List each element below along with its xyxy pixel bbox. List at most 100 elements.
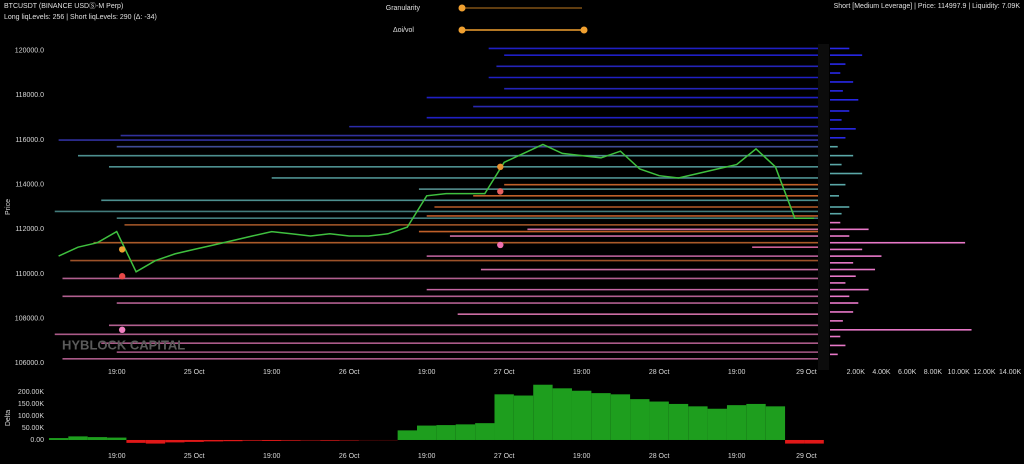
liquidity-bar bbox=[830, 206, 850, 208]
liquidity-bar bbox=[830, 288, 869, 291]
delta-bar bbox=[242, 439, 263, 441]
marker bbox=[118, 326, 126, 334]
liquidity-bar bbox=[830, 47, 850, 50]
plots: 106000.0 108000.0 110000.0 112000.0 114000.0… bbox=[5, 48, 1022, 460]
x-tick-label: 19:00 bbox=[263, 369, 281, 376]
x-tick-label: 25 Oct bbox=[184, 453, 205, 460]
delta-bar bbox=[126, 439, 146, 443]
x-tick-label: 19:00 bbox=[573, 453, 591, 460]
x-tick-label: 10.00K bbox=[948, 369, 971, 376]
granularity-knob[interactable] bbox=[458, 4, 466, 12]
liquidity-bar bbox=[830, 295, 850, 298]
liquidity-bar bbox=[830, 241, 966, 244]
x-tick-label: 27 Oct bbox=[494, 453, 515, 460]
x-tick-label: 8.00K bbox=[924, 369, 943, 376]
liquidity-bar bbox=[830, 72, 841, 74]
delta-bar bbox=[533, 384, 553, 440]
liquidity-bar bbox=[830, 81, 854, 83]
y-axis-label: Price bbox=[5, 199, 12, 215]
delta-bar bbox=[804, 439, 824, 444]
liquidity-bar bbox=[830, 195, 840, 197]
y-tick-label: 0.00 bbox=[30, 437, 44, 444]
y-axis-label: Delta bbox=[5, 410, 12, 426]
liquidity-bar bbox=[830, 221, 841, 224]
delta-bar bbox=[707, 408, 727, 440]
liquidity-bar bbox=[830, 128, 856, 130]
x-tick-label: 19:00 bbox=[728, 369, 746, 376]
delta-oi-vol-knob[interactable] bbox=[458, 26, 466, 34]
liquidity-bar bbox=[830, 63, 846, 65]
delta-bar bbox=[107, 437, 127, 440]
x-tick-label: 29 Oct bbox=[796, 453, 817, 460]
x-tick-label: 19:00 bbox=[108, 453, 126, 460]
liquidity-bar bbox=[830, 136, 846, 139]
liquidity-bar bbox=[830, 344, 846, 347]
x-tick-label: 19:00 bbox=[728, 453, 746, 460]
delta-bar bbox=[262, 439, 282, 441]
x-tick-label: 27 Oct bbox=[494, 369, 515, 376]
x-tick-label: 2.00K bbox=[847, 369, 866, 376]
status: Short [Medium Leverage] | Price: 114997.… bbox=[834, 3, 1021, 10]
delta-bar bbox=[668, 403, 689, 440]
delta-bar bbox=[203, 439, 224, 442]
liquidity-bar bbox=[830, 320, 843, 322]
liquidity-bar bbox=[830, 228, 869, 231]
delta-bar bbox=[223, 439, 243, 442]
x-tick-label: 4.00K bbox=[872, 369, 891, 376]
delta-bar bbox=[610, 394, 631, 440]
liquidity-bar bbox=[830, 90, 843, 92]
delta-bar bbox=[649, 401, 669, 440]
y-tick-label: 200.00K bbox=[18, 389, 44, 396]
levels-summary: Long liqLevels: 256 | Short liqLevels: 2… bbox=[4, 14, 157, 21]
y-tick-label: 50.00K bbox=[22, 425, 45, 432]
delta-bar bbox=[688, 406, 708, 440]
delta-bar bbox=[417, 425, 437, 440]
delta-bar bbox=[48, 438, 69, 440]
delta-bar bbox=[87, 437, 108, 440]
y-tick-label: 114000.0 bbox=[15, 182, 44, 189]
marker bbox=[497, 163, 504, 171]
x-tick-label: 25 Oct bbox=[184, 369, 205, 376]
marker bbox=[497, 241, 504, 249]
delta-bar bbox=[281, 439, 301, 441]
delta-bar bbox=[630, 399, 650, 440]
y-tick-label: 112000.0 bbox=[15, 226, 44, 233]
y-tick-label: 118000.0 bbox=[15, 92, 44, 99]
delta-bar bbox=[475, 423, 495, 440]
x-tick-label: 19:00 bbox=[573, 369, 591, 376]
delta-bar bbox=[746, 403, 766, 440]
symbol: BTCUSDT (BINANCE USDⓈ-M Perp) bbox=[4, 2, 123, 10]
delta-bar bbox=[145, 439, 166, 444]
granularity-label: Granularity bbox=[386, 5, 421, 12]
delta-bar bbox=[165, 439, 185, 443]
liquidity-bar bbox=[830, 99, 859, 101]
x-tick-label: 28 Oct bbox=[649, 453, 670, 460]
delta-bar bbox=[785, 439, 805, 444]
delta-bar bbox=[184, 439, 204, 442]
y-tick-label: 120000.0 bbox=[15, 48, 44, 55]
liquidity-bar bbox=[830, 275, 856, 278]
x-tick-label: 6.00K bbox=[898, 369, 917, 376]
x-tick-label: 19:00 bbox=[418, 453, 436, 460]
price-line bbox=[58, 143, 815, 273]
y-tick-label: 108000.0 bbox=[15, 315, 44, 322]
delta-bar bbox=[436, 425, 456, 440]
liquidity-bar bbox=[830, 212, 842, 215]
delta-bar bbox=[455, 424, 476, 440]
liquidity-bar bbox=[830, 183, 846, 186]
y-tick-label: 150.00K bbox=[18, 401, 44, 408]
x-tick-label: 26 Oct bbox=[339, 369, 360, 376]
liquidity-bar bbox=[830, 335, 841, 338]
watermark: HYBLOCK CAPITAL bbox=[62, 337, 185, 352]
liquidity-bar bbox=[830, 172, 863, 175]
liquidity-bar bbox=[830, 235, 850, 237]
liquidity-bar bbox=[830, 119, 842, 121]
delta-oi-vol-knob[interactable] bbox=[580, 26, 588, 34]
delta-bar bbox=[765, 406, 786, 440]
x-tick-label: 28 Oct bbox=[649, 369, 670, 376]
liquidity-bar bbox=[830, 282, 846, 284]
delta-bar bbox=[397, 430, 418, 440]
liquidity-bar bbox=[830, 353, 838, 356]
liquidity-bar bbox=[830, 268, 876, 271]
delta-bar bbox=[320, 439, 340, 441]
